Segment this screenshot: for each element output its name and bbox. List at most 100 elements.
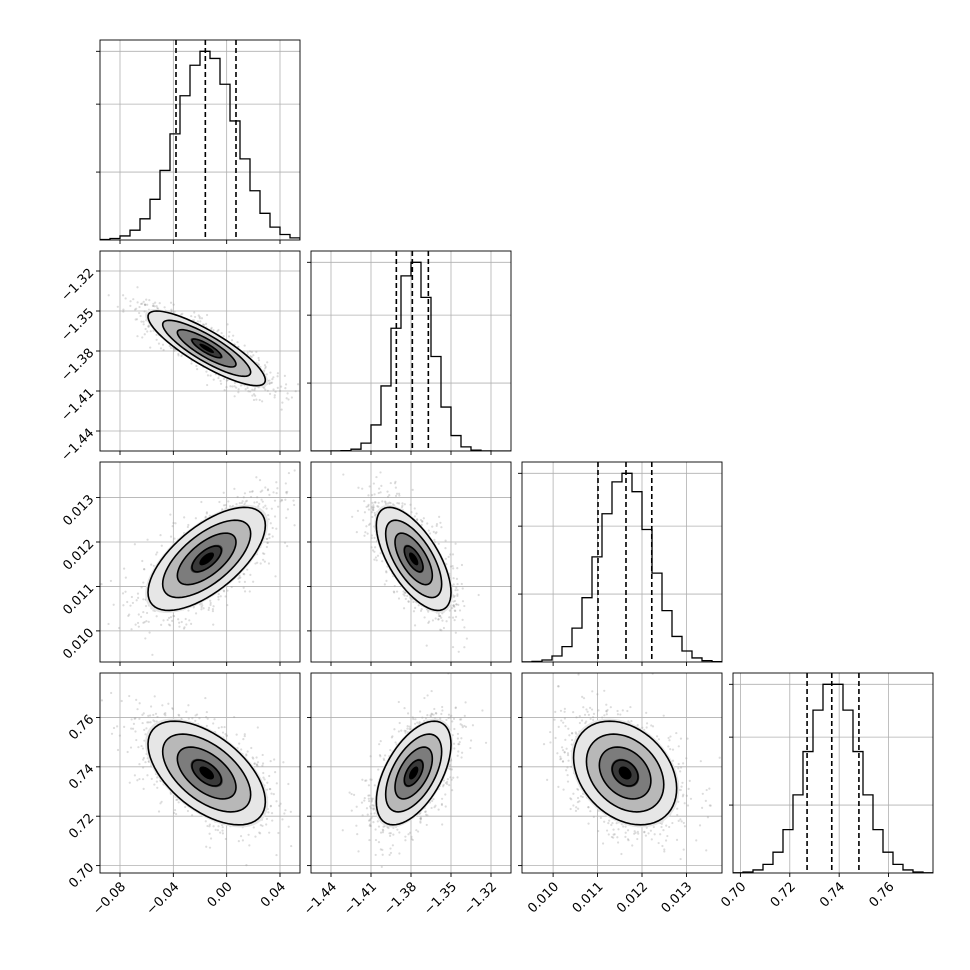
histogram-panel-0 <box>96 39 301 244</box>
scatter-point <box>276 372 279 375</box>
scatter-point <box>166 618 169 622</box>
scatter-point <box>371 501 374 504</box>
scatter-point <box>202 607 205 610</box>
scatter-point <box>397 502 401 505</box>
scatter-point <box>253 762 256 765</box>
scatter-point <box>159 802 162 805</box>
scatter-point <box>168 344 171 348</box>
scatter-point <box>136 286 139 289</box>
scatter-point <box>249 495 253 499</box>
scatter-point <box>372 506 375 509</box>
scatter-point <box>273 515 277 518</box>
scatter-point <box>224 504 227 507</box>
scatter-point <box>149 346 152 349</box>
scatter-point <box>186 525 189 529</box>
scatter-point <box>198 717 201 720</box>
scatter-point <box>167 623 171 626</box>
scatter-point <box>289 810 292 813</box>
scatter-point <box>373 501 377 504</box>
scatter-point <box>263 560 266 563</box>
scatter-point <box>265 545 268 549</box>
scatter-point <box>280 498 283 501</box>
scatter-point <box>143 568 146 571</box>
scatter-point <box>437 618 440 621</box>
scatter-point <box>259 562 262 565</box>
scatter-point <box>235 733 238 736</box>
scatter-point <box>154 301 157 304</box>
scatter-point <box>172 349 176 353</box>
scatter-point <box>370 536 373 540</box>
scatter-point <box>243 733 246 736</box>
scatter-point <box>435 531 438 534</box>
scatter-point <box>151 653 154 656</box>
scatter-point <box>257 356 260 360</box>
scatter-point <box>251 394 254 397</box>
scatter-point <box>250 355 253 359</box>
scatter-point <box>279 500 282 503</box>
scatter-point <box>222 377 226 380</box>
scatter-point <box>217 328 220 332</box>
scatter-point <box>269 804 273 807</box>
scatter-point <box>266 541 269 544</box>
scatter-point <box>456 594 459 597</box>
scatter-point <box>200 500 203 504</box>
scatter-point <box>243 735 246 738</box>
panel-content <box>522 462 722 662</box>
scatter-point <box>280 408 283 411</box>
scatter-point <box>276 386 279 389</box>
scatter-point <box>384 503 388 506</box>
scatter-point <box>201 323 205 326</box>
scatter-point <box>265 788 269 791</box>
scatter-point <box>258 478 262 482</box>
scatter-point <box>285 516 288 519</box>
scatter-point <box>180 354 183 358</box>
scatter-point <box>212 605 215 608</box>
scatter-point <box>253 389 256 392</box>
scatter-point <box>444 557 447 560</box>
scatter-point <box>156 306 159 309</box>
scatter-point <box>451 606 454 610</box>
scatter-point <box>173 811 176 815</box>
scatter-point <box>169 301 173 304</box>
scatter-point <box>212 623 215 626</box>
scatter-point <box>287 398 290 401</box>
scatter-point <box>170 309 173 313</box>
density-fill <box>199 552 214 566</box>
scatter-point <box>142 610 145 614</box>
scatter-point <box>226 323 229 326</box>
scatter-point <box>216 829 220 832</box>
scatter-point <box>438 515 441 519</box>
scatter-point <box>444 547 447 550</box>
scatter-point <box>225 379 228 382</box>
scatter-point <box>142 300 145 303</box>
scatter-point <box>402 593 405 596</box>
scatter-point <box>205 512 208 515</box>
contour-line <box>161 319 252 378</box>
scatter-point <box>417 604 420 607</box>
scatter-point <box>455 577 459 581</box>
scatter-point <box>293 524 296 527</box>
scatter-point <box>272 376 275 379</box>
scatter-point <box>223 389 226 392</box>
scatter-point <box>461 587 464 590</box>
panel-frame <box>310 250 512 452</box>
scatter-point <box>268 533 271 536</box>
scatter-point <box>248 590 251 593</box>
scatter-point <box>266 389 269 392</box>
scatter-point <box>139 615 143 618</box>
scatter-point <box>396 502 399 505</box>
scatter-point <box>242 572 245 575</box>
scatter-point <box>246 568 249 571</box>
scatter-point <box>136 301 139 304</box>
scatter-point <box>376 505 379 508</box>
scatter-point <box>200 317 204 320</box>
scatter-point <box>383 500 387 503</box>
scatter-point <box>175 812 178 816</box>
scatter-point <box>135 307 138 310</box>
scatter-point <box>130 628 133 631</box>
scatter-point <box>307 516 309 518</box>
scatter-point <box>162 619 165 622</box>
scatter-point <box>219 379 222 383</box>
scatter-point <box>238 502 241 505</box>
scatter-point <box>212 378 215 381</box>
